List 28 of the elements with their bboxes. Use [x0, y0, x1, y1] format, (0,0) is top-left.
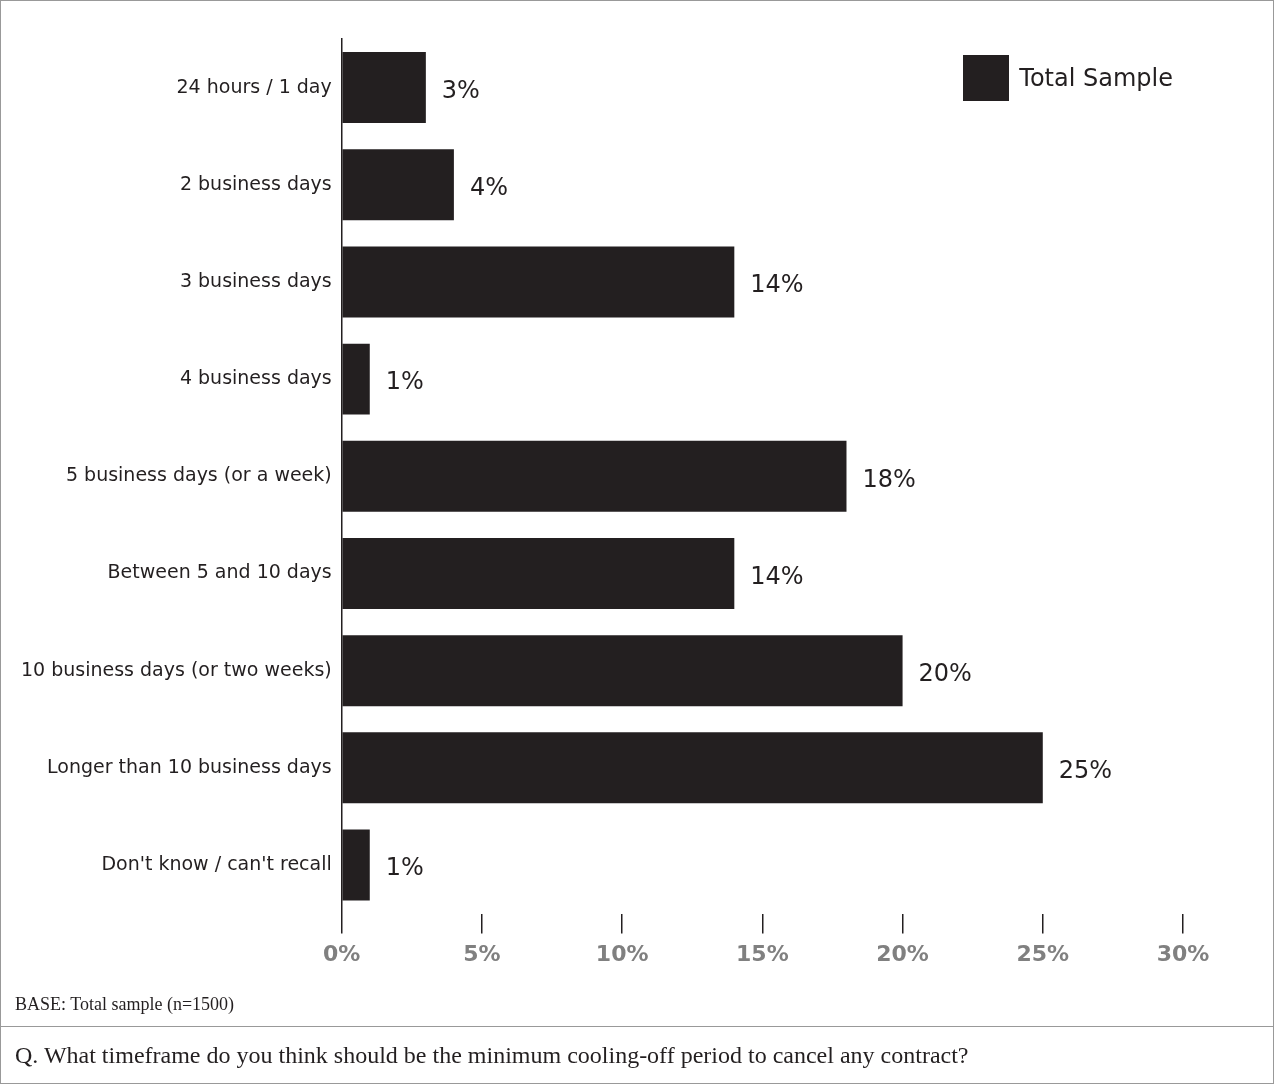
data-label: 18%	[862, 464, 916, 493]
data-label: 25%	[1058, 756, 1113, 785]
x-tick-label: 30%	[1156, 940, 1210, 966]
y-tick-label: 24 hours / 1 day	[176, 74, 332, 97]
text: Q. What timeframe do you think should be the minimum cooling-off period to cancel any contract?	[15, 1042, 969, 1069]
data-label: 1%	[385, 853, 424, 882]
x-tick-label: 25%	[1016, 940, 1070, 966]
y-tick-label: Longer than 10 business days	[47, 754, 332, 777]
x-tick-label: 0%	[323, 940, 361, 966]
x-tick-label: 20%	[876, 940, 929, 966]
data-label: 14%	[750, 561, 804, 590]
data-label: 1%	[385, 367, 424, 396]
data-label: 20%	[918, 658, 972, 687]
y-tick-label: Between 5 and 10 days	[107, 560, 332, 583]
y-tick-label: 10 business days (or two weeks)	[20, 657, 332, 680]
x-tick-label: 5%	[463, 940, 501, 966]
data-label: 4%	[469, 173, 508, 201]
data-label: 14%	[750, 270, 804, 299]
y-tick-label: 3 business days	[179, 268, 332, 291]
x-tick-label: 10%	[595, 940, 649, 966]
legend-label: Total Sample	[1019, 64, 1173, 92]
y-tick-label: Don't know / can't recall	[101, 851, 332, 874]
data-label: 3%	[441, 75, 480, 104]
x-tick-label: 15%	[736, 940, 789, 966]
y-tick-label: 5 business days (or a week)	[65, 463, 332, 486]
y-tick-label: 2 business days	[179, 171, 332, 194]
y-tick-label: 4 business days	[179, 366, 332, 389]
text: BASE: Total sample (n=1500)	[15, 994, 235, 1015]
